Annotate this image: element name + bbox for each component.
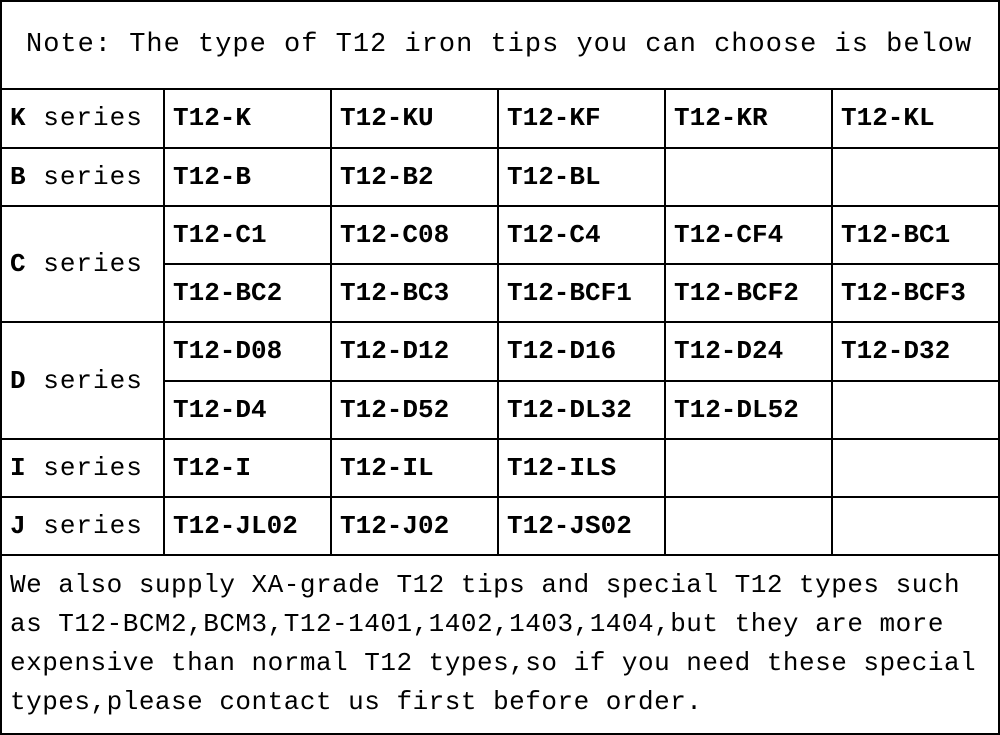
table-cell: T12-C08 xyxy=(331,206,498,264)
k-series-row: K series T12-K T12-KU T12-KF T12-KR T12-… xyxy=(1,89,999,147)
table-cell xyxy=(665,497,832,555)
table-cell: T12-D4 xyxy=(164,381,331,439)
table-cell: T12-D08 xyxy=(164,322,331,380)
table-cell: T12-KR xyxy=(665,89,832,147)
j-series-row: J series T12-JL02 T12-J02 T12-JS02 xyxy=(1,497,999,555)
table-cell: T12-C1 xyxy=(164,206,331,264)
c-series-label: C series xyxy=(1,206,164,322)
table-cell xyxy=(832,497,999,555)
table-cell: T12-CF4 xyxy=(665,206,832,264)
table-cell: T12-K xyxy=(164,89,331,147)
i-series-row: I series T12-I T12-IL T12-ILS xyxy=(1,439,999,497)
j-series-label: J series xyxy=(1,497,164,555)
table-cell xyxy=(832,148,999,206)
table-cell xyxy=(832,381,999,439)
c-series-row-1: C series T12-C1 T12-C08 T12-C4 T12-CF4 T… xyxy=(1,206,999,264)
table-cell xyxy=(832,439,999,497)
table-cell: T12-D24 xyxy=(665,322,832,380)
table-cell: T12-J02 xyxy=(331,497,498,555)
table-cell: T12-B xyxy=(164,148,331,206)
footer-row: We also supply XA-grade T12 tips and spe… xyxy=(1,555,999,734)
footer-text: We also supply XA-grade T12 tips and spe… xyxy=(1,555,999,734)
d-series-row-1: D series T12-D08 T12-D12 T12-D16 T12-D24… xyxy=(1,322,999,380)
table-cell: T12-KU xyxy=(331,89,498,147)
table-cell: T12-I xyxy=(164,439,331,497)
table-cell: T12-DL32 xyxy=(498,381,665,439)
k-series-label: K series xyxy=(1,89,164,147)
table-cell: T12-C4 xyxy=(498,206,665,264)
note-text: Note: The type of T12 iron tips you can … xyxy=(1,1,999,89)
i-series-label: I series xyxy=(1,439,164,497)
t12-tips-table: Note: The type of T12 iron tips you can … xyxy=(0,0,1000,735)
table-cell: T12-BC2 xyxy=(164,264,331,322)
table-cell: T12-JS02 xyxy=(498,497,665,555)
t12-tips-table-container: Note: The type of T12 iron tips you can … xyxy=(0,0,1000,735)
b-series-label: B series xyxy=(1,148,164,206)
table-cell: T12-KF xyxy=(498,89,665,147)
table-cell: T12-B2 xyxy=(331,148,498,206)
table-cell: T12-BCF1 xyxy=(498,264,665,322)
table-cell xyxy=(665,148,832,206)
table-cell: T12-D12 xyxy=(331,322,498,380)
table-cell: T12-BL xyxy=(498,148,665,206)
table-cell: T12-BCF3 xyxy=(832,264,999,322)
table-cell: T12-JL02 xyxy=(164,497,331,555)
table-cell: T12-D16 xyxy=(498,322,665,380)
table-cell: T12-KL xyxy=(832,89,999,147)
table-cell: T12-D32 xyxy=(832,322,999,380)
table-cell: T12-BCF2 xyxy=(665,264,832,322)
d-series-label: D series xyxy=(1,322,164,438)
table-cell: T12-BC1 xyxy=(832,206,999,264)
table-cell: T12-D52 xyxy=(331,381,498,439)
b-series-row: B series T12-B T12-B2 T12-BL xyxy=(1,148,999,206)
table-cell: T12-ILS xyxy=(498,439,665,497)
table-cell xyxy=(665,439,832,497)
table-cell: T12-DL52 xyxy=(665,381,832,439)
table-cell: T12-BC3 xyxy=(331,264,498,322)
table-cell: T12-IL xyxy=(331,439,498,497)
note-row: Note: The type of T12 iron tips you can … xyxy=(1,1,999,89)
